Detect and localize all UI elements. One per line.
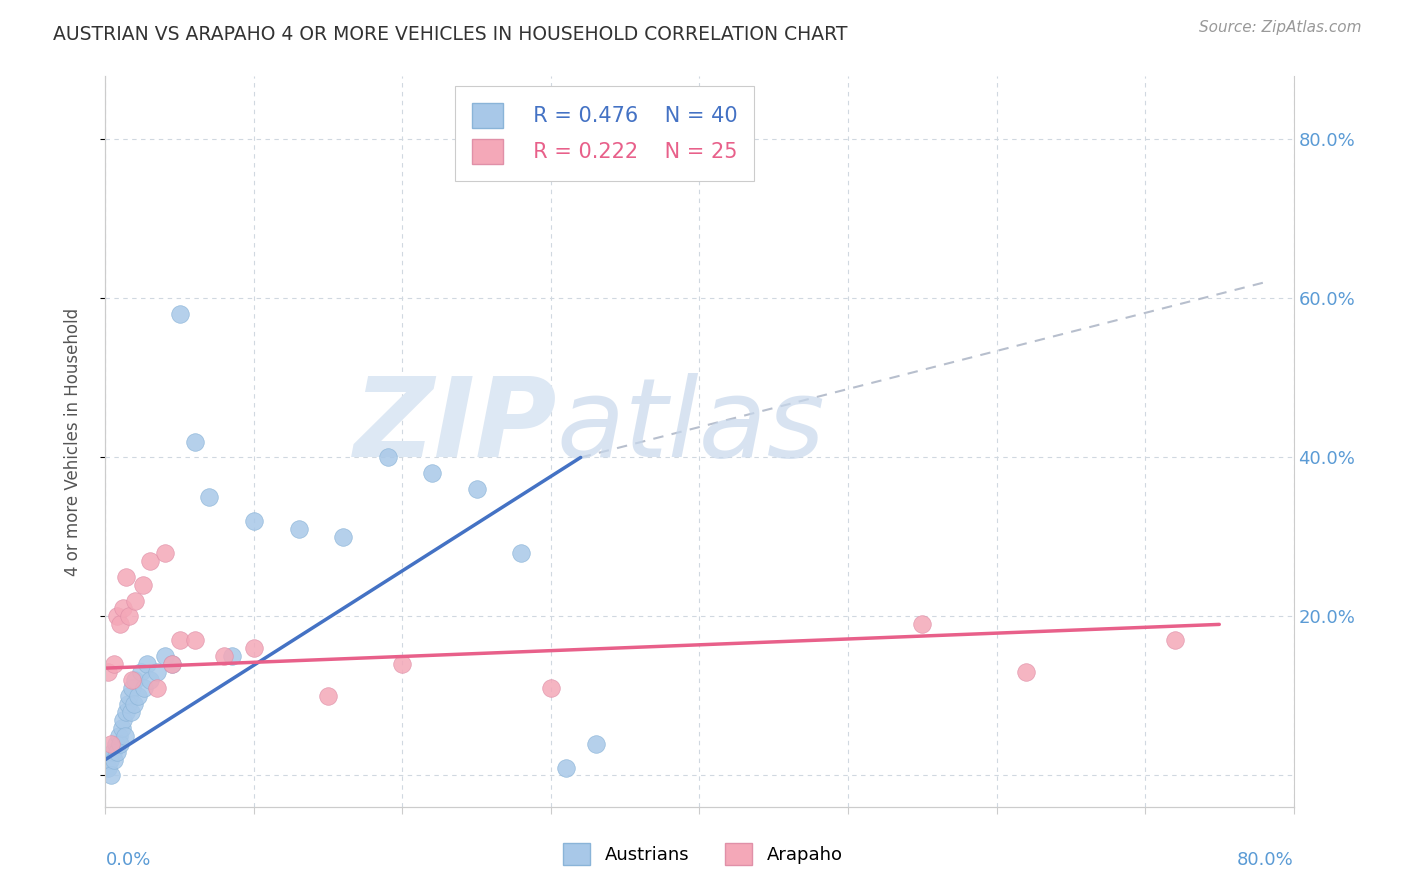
Point [112, 713, 135, 727]
Point [146, 681, 169, 695]
Point [420, 467, 443, 481]
Point [540, 681, 562, 695]
Point [111, 721, 134, 735]
Point [554, 760, 576, 774]
Point [105, 745, 128, 759]
Legend: Austrians, Arapaho: Austrians, Arapaho [555, 836, 851, 872]
Point [287, 522, 309, 536]
Point [120, 705, 142, 719]
Point [127, 689, 149, 703]
Point [97, 665, 120, 679]
Point [100, 768, 122, 782]
Point [153, 649, 176, 664]
Point [198, 490, 221, 504]
Point [146, 665, 169, 679]
Point [103, 753, 125, 767]
Point [585, 737, 607, 751]
Point [391, 657, 413, 672]
Point [121, 673, 143, 687]
Point [510, 546, 533, 560]
Point [169, 307, 191, 321]
Point [153, 546, 176, 560]
Point [214, 649, 236, 664]
Point [98, 753, 121, 767]
Point [114, 729, 136, 743]
Point [243, 514, 266, 528]
Point [124, 593, 146, 607]
Text: ZIP: ZIP [353, 374, 557, 481]
Point [104, 737, 127, 751]
Point [139, 554, 162, 568]
Point [183, 633, 205, 648]
Point [316, 689, 339, 703]
Point [332, 530, 354, 544]
Point [112, 601, 135, 615]
Point [1164, 633, 1187, 648]
Point [105, 609, 128, 624]
Point [139, 673, 162, 687]
Point [110, 737, 132, 751]
Point [122, 697, 145, 711]
Point [118, 609, 141, 624]
Text: 0.0%: 0.0% [105, 851, 150, 869]
Point [97, 760, 120, 774]
Point [124, 673, 146, 687]
Point [377, 450, 399, 465]
Point [129, 665, 152, 679]
Point [101, 745, 124, 759]
Point [110, 617, 132, 632]
Point [100, 737, 122, 751]
Point [108, 729, 131, 743]
Point [132, 681, 155, 695]
Legend:   R = 0.476    N = 40,   R = 0.222    N = 25: R = 0.476 N = 40, R = 0.222 N = 25 [456, 87, 754, 181]
Text: Source: ZipAtlas.com: Source: ZipAtlas.com [1198, 20, 1361, 35]
Text: 80.0%: 80.0% [1237, 851, 1294, 869]
Y-axis label: 4 or more Vehicles in Household: 4 or more Vehicles in Household [63, 308, 82, 575]
Point [911, 617, 934, 632]
Point [118, 689, 141, 703]
Point [136, 657, 159, 672]
Point [183, 434, 205, 449]
Point [117, 697, 139, 711]
Point [1015, 665, 1038, 679]
Point [115, 570, 138, 584]
Point [115, 705, 138, 719]
Point [103, 657, 125, 672]
Text: atlas: atlas [557, 374, 825, 481]
Point [162, 657, 184, 672]
Point [162, 657, 184, 672]
Point [131, 577, 153, 591]
Point [465, 482, 488, 496]
Point [121, 681, 143, 695]
Point [169, 633, 191, 648]
Point [221, 649, 243, 664]
Text: AUSTRIAN VS ARAPAHO 4 OR MORE VEHICLES IN HOUSEHOLD CORRELATION CHART: AUSTRIAN VS ARAPAHO 4 OR MORE VEHICLES I… [53, 25, 848, 44]
Point [243, 641, 266, 656]
